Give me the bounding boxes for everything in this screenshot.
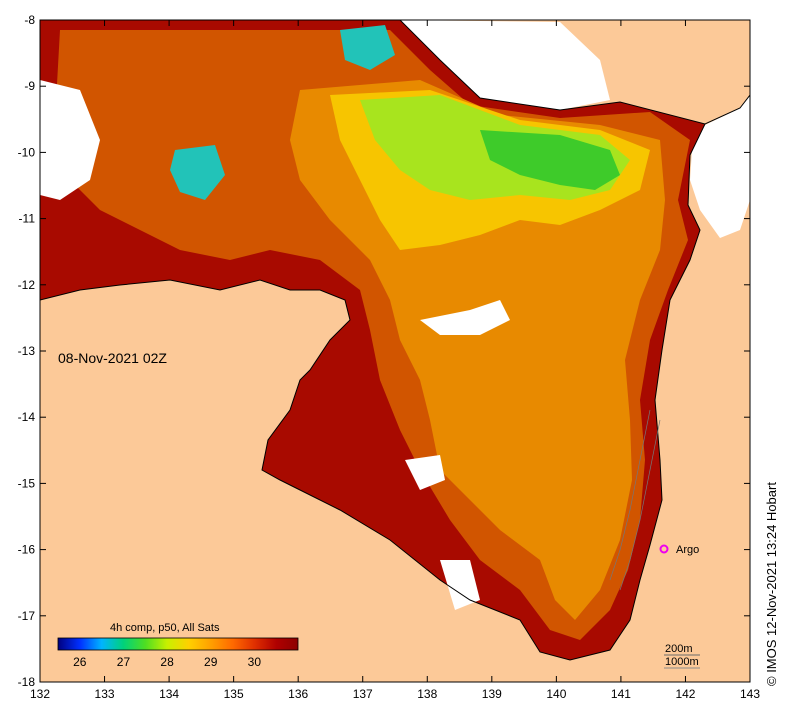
longitude-tick-label: 137 xyxy=(353,687,373,701)
longitude-tick-label: 140 xyxy=(546,687,566,701)
coastline-north xyxy=(399,20,750,125)
no-data-region xyxy=(40,20,750,238)
latitude-tick-label: -15 xyxy=(18,476,36,490)
longitude-tick-label: 138 xyxy=(417,687,437,701)
colorbar-tick-label: 26 xyxy=(73,655,87,669)
longitude-tick-label: 135 xyxy=(224,687,244,701)
latitude-tick-label: -16 xyxy=(18,543,36,557)
latitude-tick-label: -12 xyxy=(18,278,36,292)
coastline-gulf xyxy=(40,123,706,661)
colorbar-ticks: 26 27 28 29 30 xyxy=(73,655,261,669)
longitude-tick-label: 139 xyxy=(482,687,502,701)
colorbar-tick-label: 30 xyxy=(248,655,262,669)
latitude-tick-label: -11 xyxy=(19,212,36,226)
colorbar-tick-label: 27 xyxy=(117,655,131,669)
isobath-label-1000m: 1000m xyxy=(665,656,699,668)
cloud-gap-west xyxy=(40,80,100,200)
longitude-tick-label: 141 xyxy=(611,687,631,701)
latitude-axis: -8 -9 -10 -11 -12 -13 -14 -15 -16 -17 -18 xyxy=(18,13,750,689)
argo-label: Argo xyxy=(676,544,699,556)
isobath-line-200m xyxy=(619,419,661,591)
sst-layer-cyan-patch-west xyxy=(170,145,225,200)
timestamp-label: 08-Nov-2021 02Z xyxy=(58,350,167,366)
sst-layer-green xyxy=(480,130,620,190)
cloud-gap-central xyxy=(420,300,510,335)
map-plot-area xyxy=(40,20,750,682)
latitude-tick-label: -9 xyxy=(24,79,35,93)
isobath-label-200m: 200m xyxy=(665,643,693,655)
latitude-tick-label: -13 xyxy=(18,344,36,358)
latitude-tick-label: -8 xyxy=(24,13,35,27)
longitude-axis: 132 133 134 135 136 137 138 139 140 141 142 143 xyxy=(30,20,760,701)
colorbar-tick-label: 29 xyxy=(204,655,218,669)
colorbar-title: 4h comp, p50, All Sats xyxy=(110,622,220,634)
isobath-line-1000m xyxy=(609,409,651,581)
cloud-gap-south xyxy=(405,455,445,490)
longitude-tick-label: 133 xyxy=(95,687,115,701)
longitude-tick-label: 132 xyxy=(30,687,50,701)
longitude-tick-label: 142 xyxy=(675,687,695,701)
latitude-tick-label: -10 xyxy=(18,145,36,159)
longitude-tick-label: 136 xyxy=(288,687,308,701)
sst-layer-cyan-patch-north xyxy=(340,25,395,70)
latitude-tick-label: -17 xyxy=(18,609,36,623)
longitude-tick-label: 143 xyxy=(740,687,760,701)
latitude-tick-label: -14 xyxy=(18,410,36,424)
argo-marker[interactable] xyxy=(659,544,669,554)
credit-text: © IMOS 12-Nov-2021 13:24 Hobart xyxy=(764,482,779,686)
longitude-tick-label: 134 xyxy=(159,687,179,701)
colorbar-tick-label: 28 xyxy=(160,655,174,669)
colorbar-gradient xyxy=(57,637,299,651)
cloud-gap-southwest xyxy=(440,560,480,610)
latitude-tick-label: -18 xyxy=(18,675,36,689)
colorbar: 4h comp, p50, All Sats 26 27 28 29 30 xyxy=(57,622,299,669)
